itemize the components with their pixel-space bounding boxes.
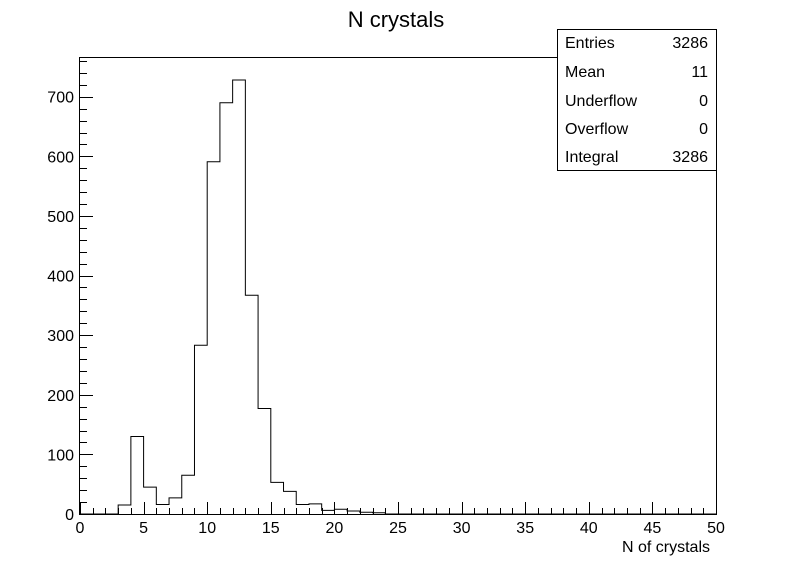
stats-label: Mean	[565, 64, 605, 81]
x-tick-label: 20	[326, 520, 344, 537]
x-tick-label: 50	[707, 520, 725, 537]
x-tick-label: 45	[644, 520, 662, 537]
stats-value: 0	[699, 121, 708, 138]
stats-label: Underflow	[565, 93, 637, 110]
x-tick-label: 0	[76, 520, 85, 537]
x-axis-tick-labels: 0 5 10 15 20 25 30 35 40 45 50	[76, 520, 725, 537]
histogram-bin	[233, 80, 246, 514]
stats-value: 3286	[672, 35, 708, 52]
y-tick-label: 200	[47, 388, 74, 405]
stats-value: 3286	[672, 149, 708, 166]
y-tick-label: 600	[47, 149, 74, 166]
histogram-bins	[118, 80, 385, 514]
chart-title: N crystals	[348, 7, 445, 32]
x-tick-label: 35	[516, 520, 534, 537]
y-tick-label: 400	[47, 269, 74, 286]
histogram-outline	[80, 79, 716, 515]
x-tick-label: 5	[139, 520, 148, 537]
x-tick-label: 10	[198, 520, 216, 537]
histogram-bin	[182, 475, 195, 514]
y-axis-tick-labels: 0 100 200 300 400 500 600 700	[47, 90, 74, 524]
histogram-bin	[220, 103, 233, 514]
histogram-bin	[360, 512, 373, 514]
histogram-bin	[322, 510, 335, 514]
histogram-bin	[271, 482, 284, 514]
x-tick-label: 25	[389, 520, 407, 537]
stats-box-frame	[557, 29, 717, 171]
histogram-bin	[207, 162, 220, 514]
x-axis-title: N of crystals	[622, 539, 710, 556]
stats-box: Entries 3286 Mean 11 Underflow 0 Overflow 0 Inte…	[557, 29, 717, 171]
histogram-bin	[194, 345, 207, 514]
x-tick-label: 40	[580, 520, 598, 537]
histogram-bin	[169, 498, 182, 514]
histogram-bin	[309, 504, 322, 514]
y-tick-label: 700	[47, 90, 74, 107]
histogram-bin	[347, 511, 360, 514]
stats-label: Entries	[565, 35, 615, 52]
y-tick-label: 300	[47, 328, 74, 345]
histogram-bin	[258, 408, 271, 514]
histogram-bin	[144, 487, 157, 514]
histogram-bin	[245, 295, 258, 514]
stats-label: Overflow	[565, 121, 629, 138]
histogram-bin	[118, 505, 131, 514]
histogram-bin	[156, 504, 169, 514]
histogram-bin	[284, 491, 297, 514]
y-axis-ticks	[80, 61, 93, 515]
histogram-bin	[296, 504, 309, 514]
stats-label: Integral	[565, 149, 618, 166]
x-tick-label: 30	[453, 520, 471, 537]
y-tick-label: 0	[65, 507, 74, 524]
stats-value: 11	[691, 64, 708, 81]
y-tick-label: 100	[47, 447, 74, 464]
x-tick-label: 15	[262, 520, 280, 537]
y-tick-label: 500	[47, 209, 74, 226]
histogram-bin	[131, 437, 144, 514]
histogram-bin	[334, 509, 347, 514]
stats-value: 0	[699, 93, 708, 110]
histogram-bin	[373, 513, 386, 514]
